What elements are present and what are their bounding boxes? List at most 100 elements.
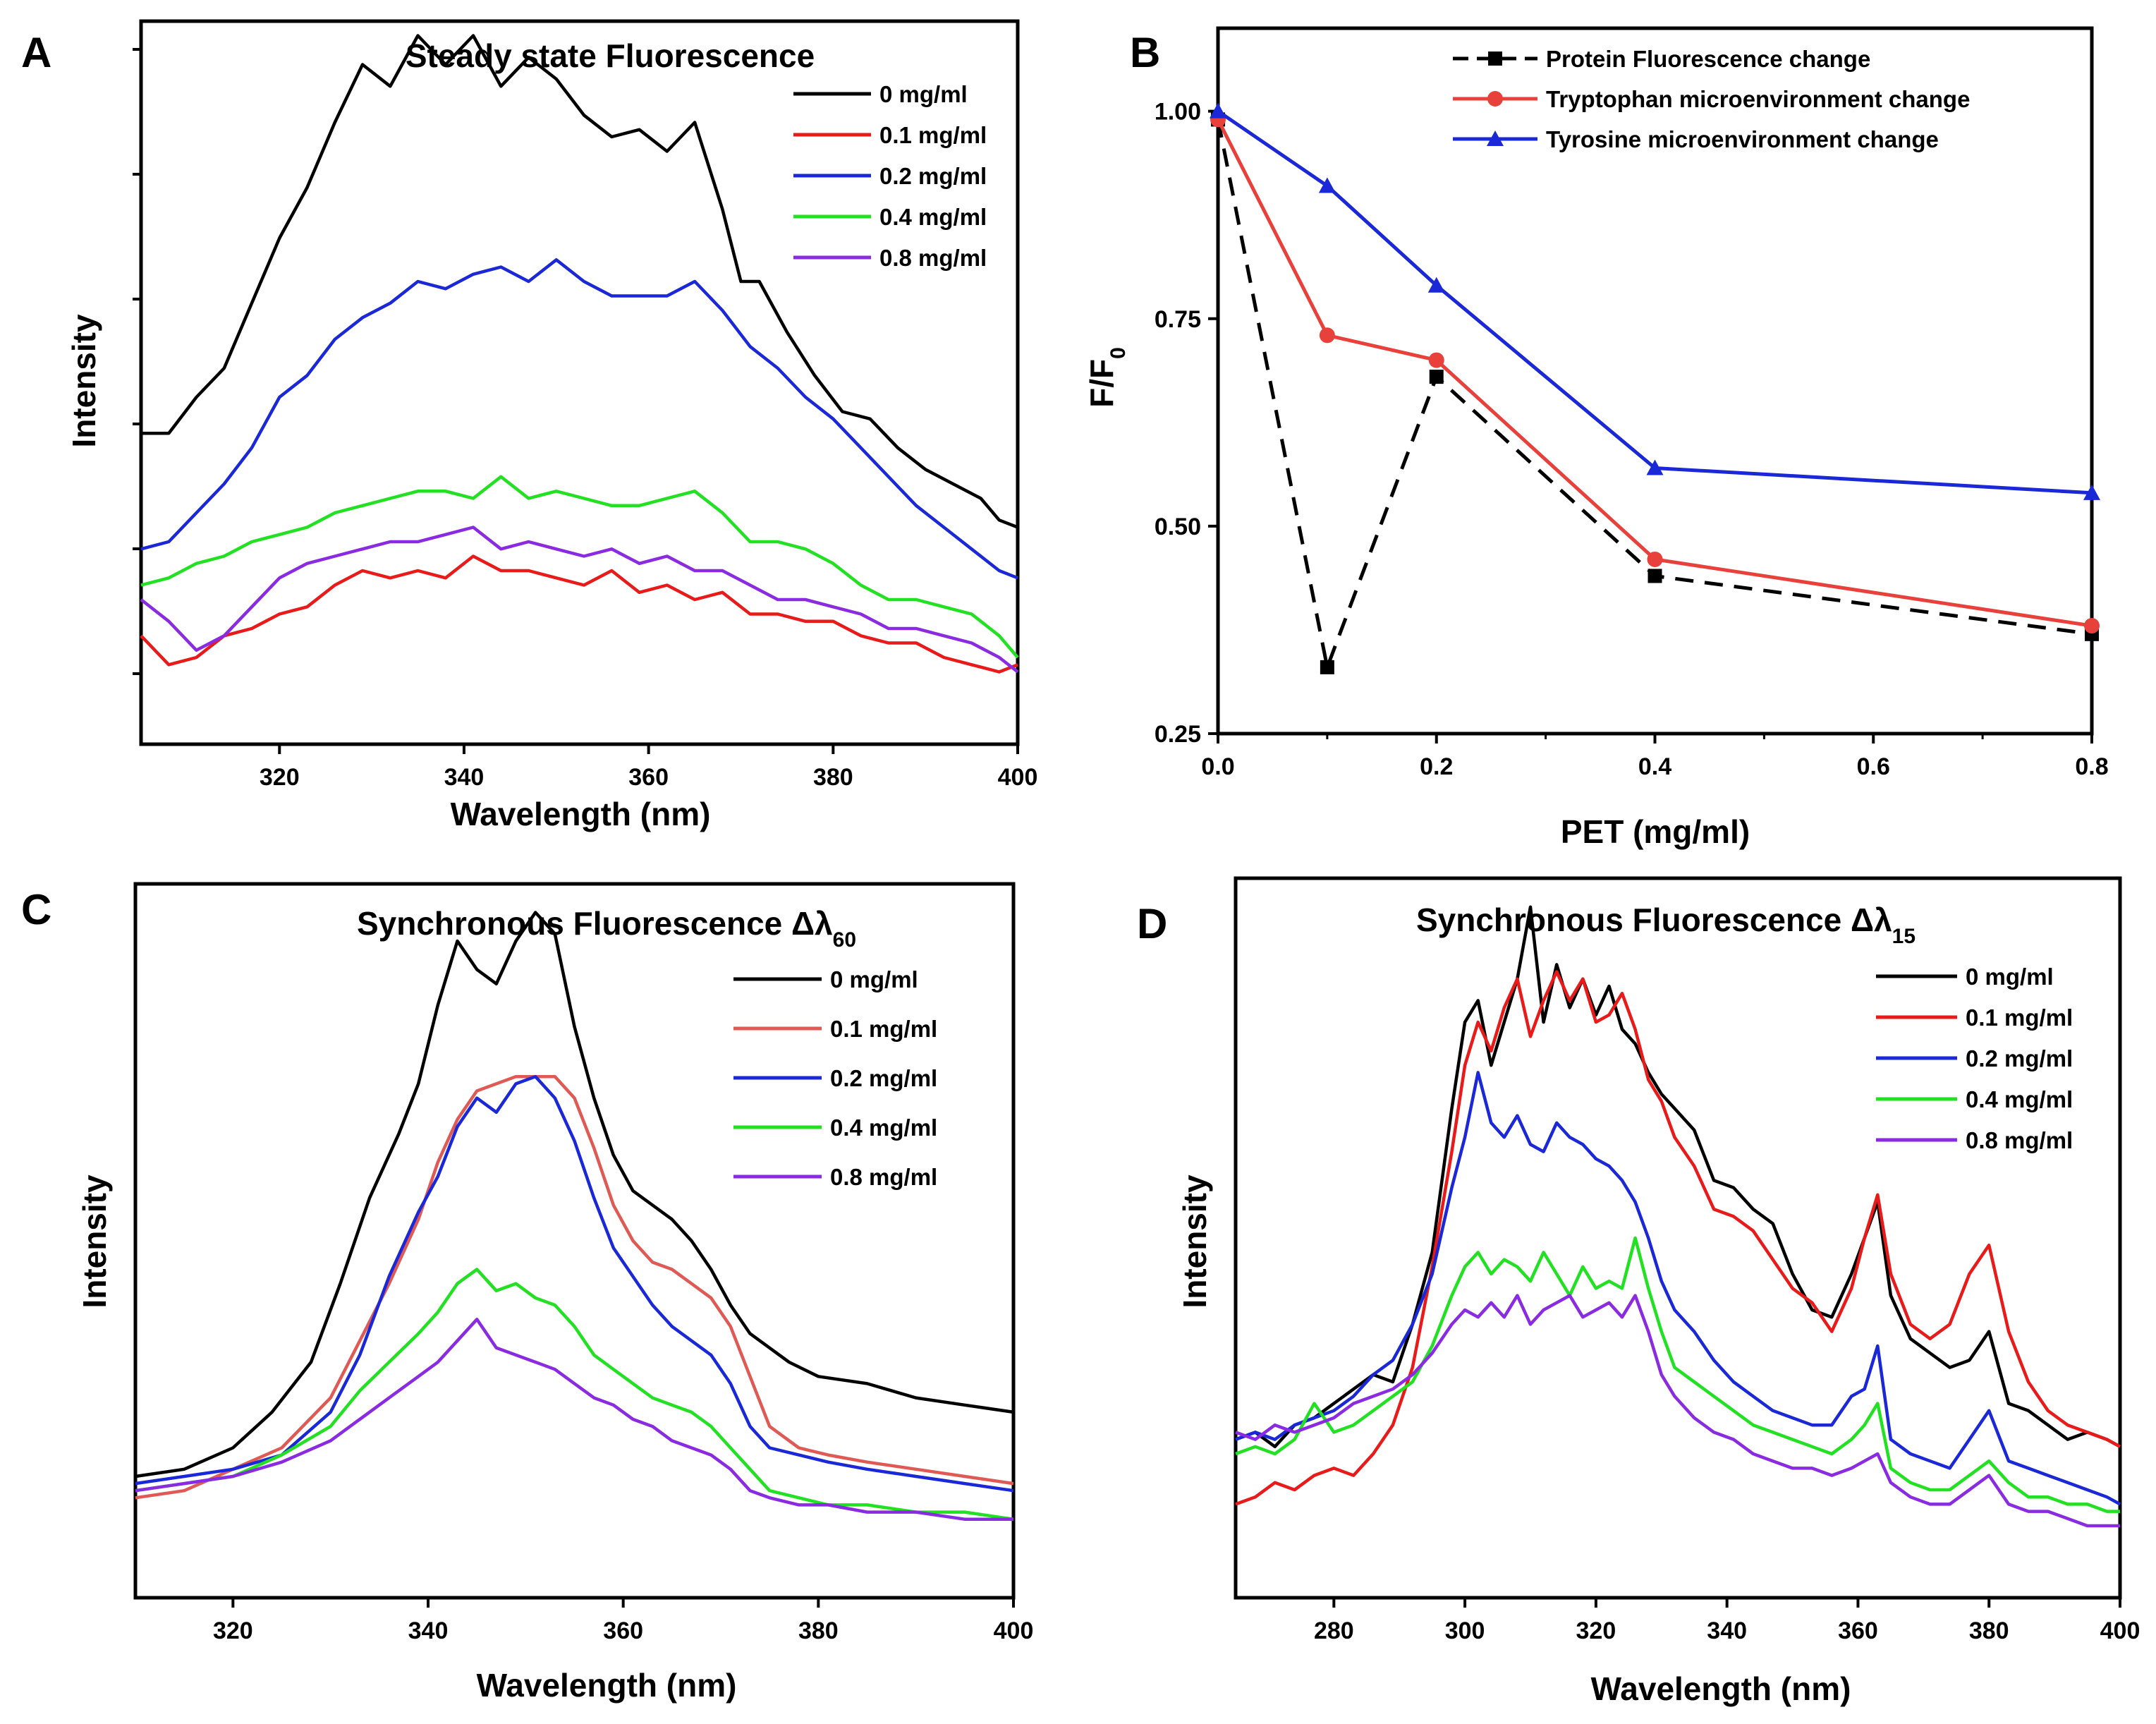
data-point [1647, 551, 1663, 567]
x-tick-label: 300 [1445, 1617, 1485, 1644]
series-line-4 [1235, 1236, 2120, 1513]
legend-label: 0.1 mg/ml [879, 122, 987, 148]
legend-label: 0.8 mg/ml [879, 245, 987, 271]
x-tick-label: 360 [1838, 1617, 1878, 1644]
x-tick-label: 0.6 [1857, 753, 1890, 780]
y-axis-label: F/F0 [1083, 347, 1130, 408]
data-point [2083, 484, 2100, 500]
y-axis-label-main: Intensity [1176, 1174, 1213, 1309]
y-tick-label: 1.00 [1155, 99, 1201, 126]
legend-label: 0.1 mg/ml [830, 1016, 937, 1042]
panel-c: C 320 340 360 380 400 Wavelength (nm) Intensity… [21, 882, 1033, 1704]
series-line-1 [141, 34, 1018, 529]
legend: 0 mg/ml 0.1 mg/ml 0.2 mg/ml 0.4 mg/ml 0.8 mg… [793, 81, 987, 271]
legend-label: Tryptophan microenvironment change [1546, 86, 1970, 112]
chart-title-subscript: 15 [1892, 925, 1916, 948]
x-axis: 320 340 360 380 400 [260, 744, 1037, 791]
series-line-1 [135, 911, 1014, 1479]
legend-label: 0.2 mg/ml [879, 163, 987, 189]
series-group [135, 911, 1014, 1521]
data-point [1427, 277, 1445, 293]
chart-title: Steady state Fluorescence [406, 37, 815, 74]
x-axis: 0.0 0.2 0.4 0.6 0.8 [1201, 734, 2109, 780]
x-tick-label: 0.0 [1201, 753, 1234, 780]
x-axis: 280 300 320 340 360 380 400 [1314, 1598, 2140, 1644]
x-tick-label: 360 [628, 764, 669, 791]
data-point [1320, 660, 1334, 674]
legend-label: 0.1 mg/ml [1966, 1004, 2073, 1031]
legend-label: 0.8 mg/ml [1966, 1127, 2073, 1153]
x-axis-label: PET (mg/ml) [1561, 813, 1750, 850]
data-point [2084, 618, 2100, 634]
y-tick-label: 0.25 [1155, 721, 1201, 748]
x-tick-label: 340 [408, 1617, 449, 1644]
y-axis [133, 48, 141, 675]
x-tick-label: 340 [444, 764, 485, 791]
y-tick-label: 0.50 [1155, 514, 1201, 540]
data-point [1429, 370, 1444, 384]
legend-label: 0.2 mg/ml [830, 1065, 937, 1091]
series-group [140, 34, 1019, 674]
y-axis-label-main: Intensity [76, 1174, 113, 1309]
chart-title-main: Synchronous Fluorescence Δλ [1416, 902, 1892, 938]
panel-d: D 280 300 320 340 360 380 400 Wavelength (nm) Int… [1137, 876, 2140, 1707]
legend-marker [1487, 91, 1503, 107]
series-line-4 [135, 1268, 1014, 1521]
legend: 0 mg/ml 0.1 mg/ml 0.2 mg/ml 0.4 mg/ml 0.8 mg… [1876, 964, 2073, 1153]
legend-label: 0 mg/ml [879, 81, 968, 107]
y-axis-label: Intensity [76, 1174, 113, 1309]
y-axis-label-main: F/F [1083, 359, 1120, 408]
series-line-2 [135, 1074, 1014, 1500]
legend-label: Protein Fluorescence change [1546, 46, 1870, 72]
series-line-5 [140, 526, 1019, 674]
series-line-3 [1235, 1071, 2121, 1506]
x-axis-label: Wavelength (nm) [451, 796, 711, 832]
series-line-1 [1235, 905, 2121, 1449]
panel-b: B 0.0 0.2 0.4 0.6 0.8 0.25 0.50 0.75 1.00 PET (mg/… [1083, 26, 2109, 850]
chart-title: Synchronous Fluorescence Δλ15 [1416, 902, 1916, 948]
y-axis: 0.25 0.50 0.75 1.00 [1155, 99, 1218, 748]
series-line-5 [1235, 1294, 2120, 1528]
panel-letter: A [21, 29, 51, 76]
panel-letter: D [1137, 900, 1167, 947]
series-line-2 [140, 554, 1018, 674]
panel-letter: C [21, 886, 51, 933]
series-group [1235, 905, 2121, 1528]
series-line-1 [1216, 119, 2093, 669]
series-line-3 [1217, 109, 2093, 495]
series-line-2 [1216, 119, 2093, 628]
x-tick-label: 360 [603, 1617, 643, 1644]
x-tick-label: 400 [998, 764, 1038, 791]
chart-title-main: Steady state Fluorescence [406, 37, 815, 74]
y-axis-label: Intensity [1176, 1174, 1213, 1309]
chart-title-main: Synchronous Fluorescence Δλ [357, 905, 833, 942]
data-point [1210, 102, 1226, 119]
x-tick-label: 0.2 [1420, 753, 1453, 780]
plot-frame [133, 882, 1016, 1600]
legend-label: 0 mg/ml [1966, 964, 2054, 990]
y-tick-label: 0.75 [1155, 306, 1201, 333]
x-axis-label: Wavelength (nm) [477, 1667, 737, 1704]
legend-label: Tyrosine microenvironment change [1546, 126, 1939, 152]
series-line-4 [140, 475, 1019, 659]
x-tick-label: 380 [813, 764, 853, 791]
x-tick-label: 320 [1576, 1617, 1616, 1644]
x-axis-label: Wavelength (nm) [1591, 1670, 1851, 1707]
data-point [1319, 327, 1335, 344]
data-point [1648, 569, 1662, 583]
chart-title: Synchronous Fluorescence Δλ60 [357, 905, 856, 952]
legend-label: 0 mg/ml [830, 966, 918, 992]
legend: Protein Fluorescence change Tryptophan mi… [1453, 46, 1970, 152]
plot-frame [1234, 876, 2122, 1600]
panel-letter: B [1130, 29, 1160, 76]
legend-label: 0.2 mg/ml [1966, 1045, 2073, 1072]
legend-label: 0.4 mg/ml [879, 204, 987, 230]
x-axis: 320 340 360 380 400 [213, 1598, 1033, 1644]
data-point [1428, 352, 1444, 368]
x-tick-label: 340 [1707, 1617, 1747, 1644]
x-tick-label: 320 [213, 1617, 253, 1644]
series-line-3 [135, 1074, 1014, 1493]
legend-label: 0.8 mg/ml [830, 1164, 937, 1190]
series-line-3 [140, 258, 1018, 580]
